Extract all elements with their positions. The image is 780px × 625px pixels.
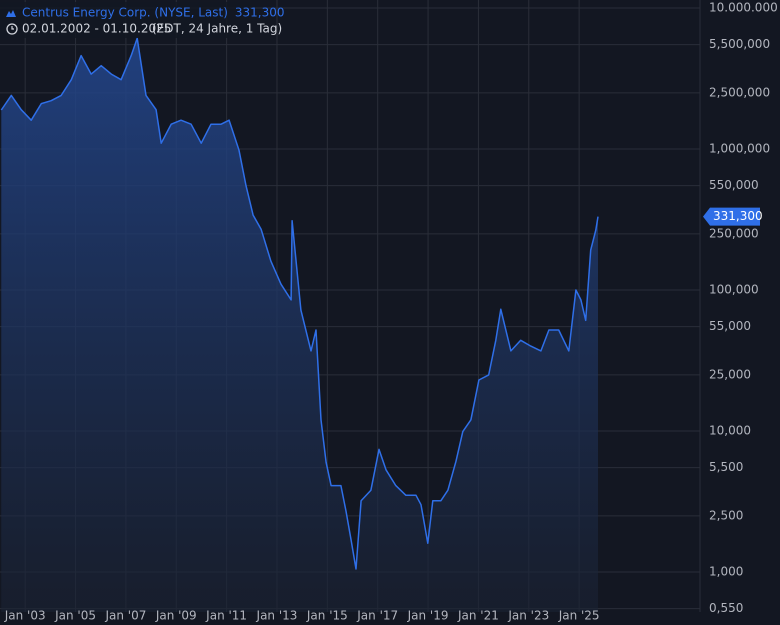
x-tick-label: Jan '03 [4,609,46,623]
legend-bg [0,2,250,38]
x-tick-label: Jan '05 [54,609,96,623]
x-tick-label: Jan '19 [407,609,449,623]
x-tick-label: Jan '09 [155,609,197,623]
last-price-label: 331,300 [713,209,763,223]
y-tick-label: 100,000 [709,282,759,296]
y-tick-label: 1,000 [709,564,743,578]
y-tick-label: 10.000.000 [709,1,778,15]
clock-hands [11,26,14,30]
y-tick-label: 550,000 [709,178,759,192]
x-tick-label: Jan '21 [457,609,499,623]
series-icon [6,10,16,17]
info: (EDT, 24 Jahre, 1 Tag) [152,22,282,36]
x-tick-label: Jan '17 [356,609,398,623]
y-tick-label: 250,000 [709,226,759,240]
y-tick-label: 0,550 [709,601,743,615]
labels: 10.000.000 5,500,000 2,500,000 1,000,000 550… [4,1,778,623]
area [1,38,599,613]
y-tick-label: 5,500 [709,460,743,474]
y-tick-label: 25,000 [709,367,751,381]
y-tick-label: 10,000 [709,423,751,437]
x-tick-label: Jan '11 [205,609,247,623]
line [0,37,599,570]
y-tick-label: 2,500 [709,508,743,522]
y-tick-label: 2,500,000 [709,85,770,99]
last-price-tag [703,207,760,226]
legend-last: 331,300 [235,6,285,20]
date-range: 02.01.2002 - 01.10.2025 [22,22,171,36]
x-tick-label: Jan '07 [104,609,146,623]
plot [0,37,599,613]
x-tick-label: Jan '15 [306,609,348,623]
y-tick-label: 1,000,000 [709,142,770,156]
y-tick-label: 5,500,000 [709,37,770,51]
x-tick-label: Jan '23 [507,609,549,623]
x-tick-label: Jan '25 [558,609,600,623]
clock-icon [6,23,18,35]
y-tick-label: 55,000 [709,319,751,333]
x-tick-label: Jan '13 [256,609,298,623]
legend-name: Centrus Energy Corp. (NYSE, Last) [22,6,228,20]
